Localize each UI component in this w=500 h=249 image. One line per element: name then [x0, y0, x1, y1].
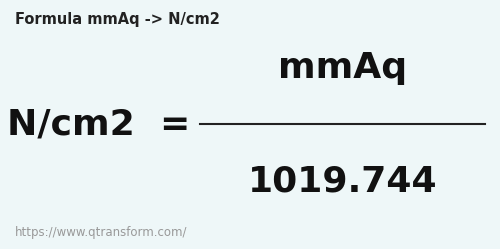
Text: 1019.744: 1019.744 [248, 164, 438, 198]
Text: Formula mmAq -> N/cm2: Formula mmAq -> N/cm2 [15, 12, 220, 27]
Text: mmAq: mmAq [278, 51, 407, 85]
Text: https://www.qtransform.com/: https://www.qtransform.com/ [15, 226, 188, 239]
Text: N/cm2  =: N/cm2 = [6, 108, 190, 141]
